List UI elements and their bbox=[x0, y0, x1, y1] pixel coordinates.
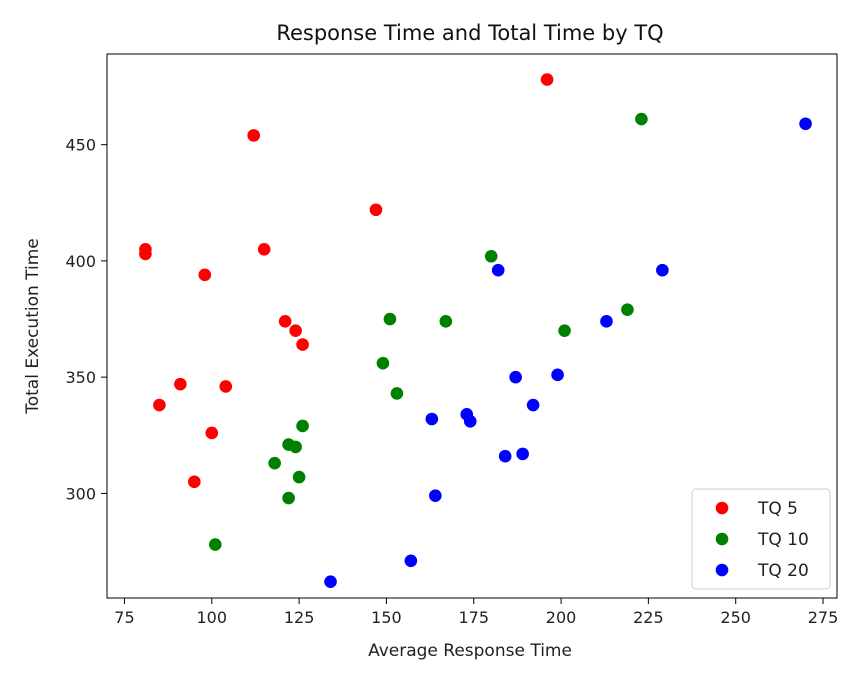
point-tq-5 bbox=[296, 338, 309, 351]
point-tq-5 bbox=[278, 315, 292, 328]
y-axis-title: Total Execution Time bbox=[23, 238, 43, 415]
x-tick-label: 175 bbox=[458, 608, 489, 627]
point-tq-10 bbox=[558, 324, 571, 337]
point-tq-20 bbox=[324, 575, 337, 589]
point-tq-20 bbox=[425, 412, 439, 426]
x-tick-label: 100 bbox=[197, 608, 228, 627]
point-tq-5 bbox=[139, 247, 152, 261]
point-tq-5 bbox=[198, 268, 212, 282]
point-tq-5 bbox=[289, 324, 302, 337]
legend-box bbox=[691, 488, 831, 590]
y-axis-ticks: 300 350 400 450 bbox=[65, 136, 107, 503]
point-tq-20 bbox=[404, 554, 418, 568]
point-tq-20 bbox=[491, 263, 505, 277]
point-tq-5 bbox=[219, 380, 233, 393]
point-tq-20 bbox=[799, 117, 812, 131]
x-tick-label: 200 bbox=[546, 608, 577, 627]
point-tq-20 bbox=[526, 398, 540, 412]
point-tq-10 bbox=[268, 456, 281, 470]
x-axis-ticks: 75 100 125 150 175 200 225 250 275 bbox=[114, 598, 838, 627]
point-tq-5 bbox=[188, 475, 201, 489]
point-tq-20 bbox=[463, 415, 477, 428]
x-tick-label: 275 bbox=[808, 608, 839, 627]
x-tick-label: 225 bbox=[633, 608, 664, 627]
point-tq-10 bbox=[621, 303, 634, 317]
point-tq-5 bbox=[205, 426, 219, 440]
x-axis-title: Average Response Time bbox=[368, 641, 572, 661]
point-tq-20 bbox=[600, 315, 613, 328]
chart-title: Response Time and Total Time by TQ bbox=[276, 21, 663, 45]
y-tick-label: 300 bbox=[65, 484, 96, 503]
point-tq-10 bbox=[292, 470, 306, 484]
point-tq-20 bbox=[509, 370, 522, 384]
point-tq-20 bbox=[429, 489, 442, 503]
legend-label-tq-10: TQ 10 bbox=[757, 530, 809, 550]
plot-frame bbox=[106, 53, 838, 599]
point-tq-20 bbox=[516, 447, 529, 461]
y-tick-label: 450 bbox=[65, 136, 96, 155]
x-tick-label: 250 bbox=[720, 608, 751, 627]
point-tq-10 bbox=[484, 249, 498, 263]
point-tq-5 bbox=[153, 398, 166, 412]
point-tq-20 bbox=[551, 368, 564, 382]
legend-marker-tq-10 bbox=[715, 532, 729, 546]
point-tq-20 bbox=[656, 263, 669, 277]
point-tq-5 bbox=[257, 242, 271, 256]
y-tick-label: 400 bbox=[65, 252, 96, 271]
legend: TQ 5 TQ 10 TQ 20 bbox=[691, 488, 831, 590]
point-tq-5 bbox=[369, 203, 383, 217]
point-tq-10 bbox=[383, 312, 397, 326]
plot-area bbox=[106, 53, 838, 599]
x-tick-label: 75 bbox=[114, 608, 134, 627]
point-tq-10 bbox=[296, 419, 309, 433]
legend-marker-tq-20 bbox=[715, 563, 729, 577]
point-tq-5 bbox=[540, 73, 554, 86]
point-tq-5 bbox=[174, 377, 187, 391]
point-tq-20 bbox=[498, 449, 512, 463]
legend-marker-tq-5 bbox=[715, 501, 729, 515]
point-tq-10 bbox=[282, 491, 295, 505]
x-tick-label: 125 bbox=[284, 608, 315, 627]
legend-label-tq-20: TQ 20 bbox=[757, 561, 809, 581]
point-tq-10 bbox=[635, 112, 648, 126]
point-tq-10 bbox=[376, 356, 390, 370]
y-tick-label: 350 bbox=[65, 368, 96, 387]
x-tick-label: 150 bbox=[371, 608, 402, 627]
point-tq-10 bbox=[439, 315, 453, 328]
point-tq-10 bbox=[289, 440, 302, 454]
point-tq-10 bbox=[208, 538, 222, 551]
point-tq-5 bbox=[247, 129, 260, 142]
legend-label-tq-5: TQ 5 bbox=[757, 499, 798, 519]
point-tq-10 bbox=[390, 387, 404, 400]
data-points bbox=[139, 73, 812, 589]
